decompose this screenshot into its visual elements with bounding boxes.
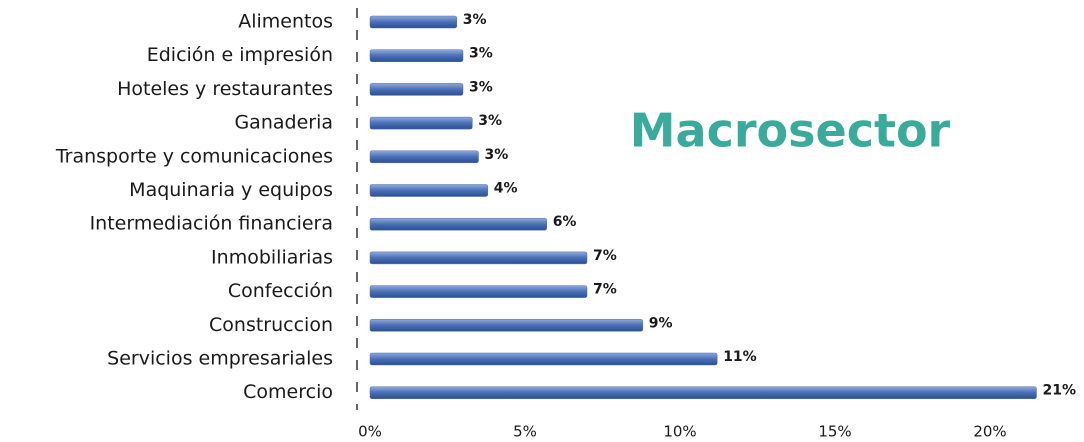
bar <box>369 251 588 265</box>
x-tick-label: 0% <box>358 423 382 441</box>
value-label: 7% <box>593 282 617 298</box>
chart-title: Macrosector <box>630 104 951 158</box>
bar <box>369 352 718 366</box>
bar <box>369 116 473 130</box>
value-label: 3% <box>469 46 493 62</box>
value-label: 6% <box>553 214 577 230</box>
bar <box>369 49 464 62</box>
bar <box>369 217 547 231</box>
category-label: Alimentos <box>238 11 333 33</box>
value-label: 7% <box>593 248 617 264</box>
category-label: Transporte y comunicaciones <box>55 145 333 167</box>
bar <box>369 15 458 29</box>
value-label: 21% <box>1043 383 1077 399</box>
bar <box>369 285 588 298</box>
category-label: Comercio <box>243 381 333 403</box>
category-label: Edición e impresión <box>147 44 333 66</box>
category-label: Intermediación financiera <box>90 213 333 235</box>
value-label: 11% <box>723 349 757 365</box>
x-tick-label: 10% <box>663 423 696 441</box>
category-label: Inmobiliarias <box>211 246 333 268</box>
value-label: 9% <box>649 315 673 331</box>
x-tick-label: 20% <box>973 423 1006 441</box>
bar <box>369 150 479 164</box>
category-label: Ganaderia <box>234 112 333 134</box>
category-label: Confección <box>228 280 333 302</box>
category-label: Maquinaria y equipos <box>129 179 333 201</box>
category-label: Hoteles y restaurantes <box>117 78 333 100</box>
x-tick-label: 15% <box>818 423 851 441</box>
x-tick-label: 5% <box>513 423 537 441</box>
value-label: 4% <box>494 181 518 197</box>
bar <box>369 83 464 96</box>
value-label: 3% <box>485 147 509 163</box>
bar <box>369 184 489 197</box>
value-label: 3% <box>478 113 502 129</box>
value-label: 3% <box>463 12 487 28</box>
bar <box>369 386 1037 399</box>
category-label: Servicios empresariales <box>107 348 333 370</box>
category-label: Construccion <box>209 314 333 336</box>
value-label: 3% <box>469 79 493 95</box>
bar <box>369 319 644 332</box>
